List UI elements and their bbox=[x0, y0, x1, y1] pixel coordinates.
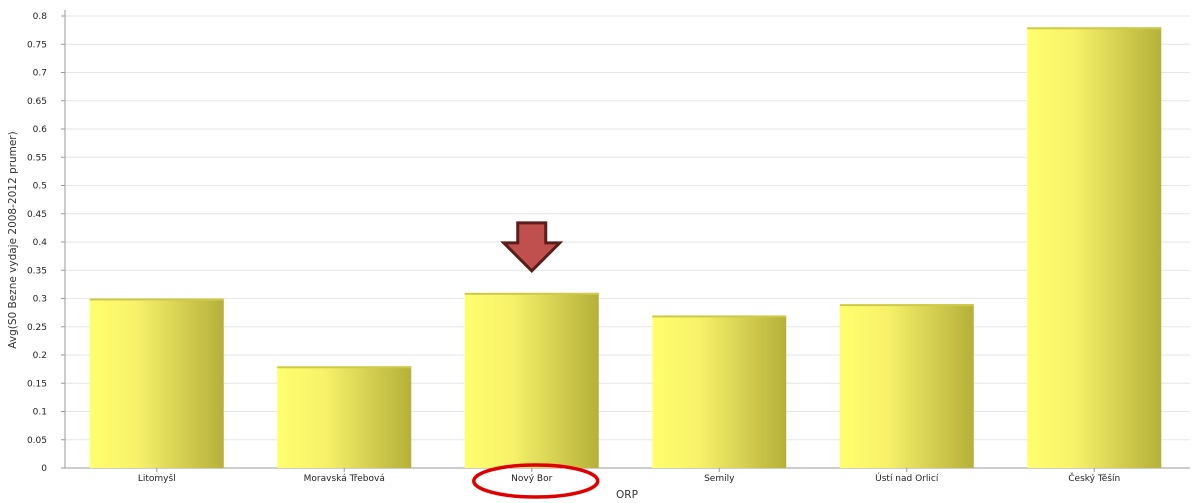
y-tick-label: 0.7 bbox=[33, 69, 47, 79]
bars bbox=[89, 27, 1162, 469]
y-tick-label: 0.55 bbox=[27, 153, 47, 163]
y-tick-label: 0.45 bbox=[27, 210, 47, 220]
y-tick-label: 0.3 bbox=[33, 295, 47, 305]
y-tick-label: 0.15 bbox=[27, 379, 47, 389]
bar bbox=[89, 298, 224, 468]
bar bbox=[652, 315, 787, 468]
y-tick-label: 0.8 bbox=[33, 12, 48, 22]
x-tick-label: Nový Bor bbox=[511, 474, 552, 484]
x-tick-label: Ústí nad Orlicí bbox=[875, 472, 939, 484]
bar-top-edge bbox=[839, 304, 974, 307]
x-tick-labels: Litomyšl Moravská Třebová Nový Bor Semily Ús… bbox=[138, 472, 1120, 484]
highlight-circle bbox=[472, 463, 600, 499]
y-tick-label: 0.75 bbox=[27, 40, 47, 50]
grid-lines bbox=[65, 15, 1190, 441]
down-arrow-icon bbox=[500, 221, 564, 273]
bar-top-edge bbox=[464, 292, 599, 295]
y-axis-title: Avg(S0 Bezne vydaje 2008-2012 prumer) bbox=[7, 131, 19, 348]
bar bbox=[464, 292, 599, 468]
y-tick-label: 0.2 bbox=[33, 351, 47, 361]
y-tick-label: 0.35 bbox=[27, 266, 47, 276]
y-tick-label: 0.25 bbox=[27, 323, 47, 333]
y-tick-label: 0.6 bbox=[33, 125, 48, 135]
bar bbox=[1027, 27, 1162, 469]
bar bbox=[839, 304, 974, 468]
bar-top-edge bbox=[652, 315, 787, 318]
y-tick-label: 0.4 bbox=[33, 238, 48, 248]
y-tick-label: 0.5 bbox=[33, 182, 47, 192]
y-tick-labels: 0 0.05 0.1 0.15 0.2 0.25 0.3 0.35 0.4 0.45 0.5 0.55… bbox=[27, 12, 47, 474]
x-tick-label: Český Těšín bbox=[1068, 472, 1120, 484]
y-tick-label: 0.1 bbox=[33, 408, 47, 418]
x-tick-label: Moravská Třebová bbox=[304, 474, 385, 484]
y-tick-label: 0.65 bbox=[27, 97, 47, 107]
y-tick-label: 0 bbox=[41, 464, 47, 474]
annotations bbox=[472, 221, 600, 499]
x-axis-title: ORP bbox=[616, 489, 638, 501]
bar-top-edge bbox=[1027, 27, 1162, 30]
x-tick-label: Semily bbox=[704, 474, 735, 484]
x-tick-label: Litomyšl bbox=[138, 473, 176, 484]
axes bbox=[61, 10, 1190, 472]
bar bbox=[277, 366, 412, 468]
bar-top-edge bbox=[89, 298, 224, 301]
y-tick-label: 0.05 bbox=[27, 436, 47, 446]
bar-top-edge bbox=[277, 366, 412, 369]
